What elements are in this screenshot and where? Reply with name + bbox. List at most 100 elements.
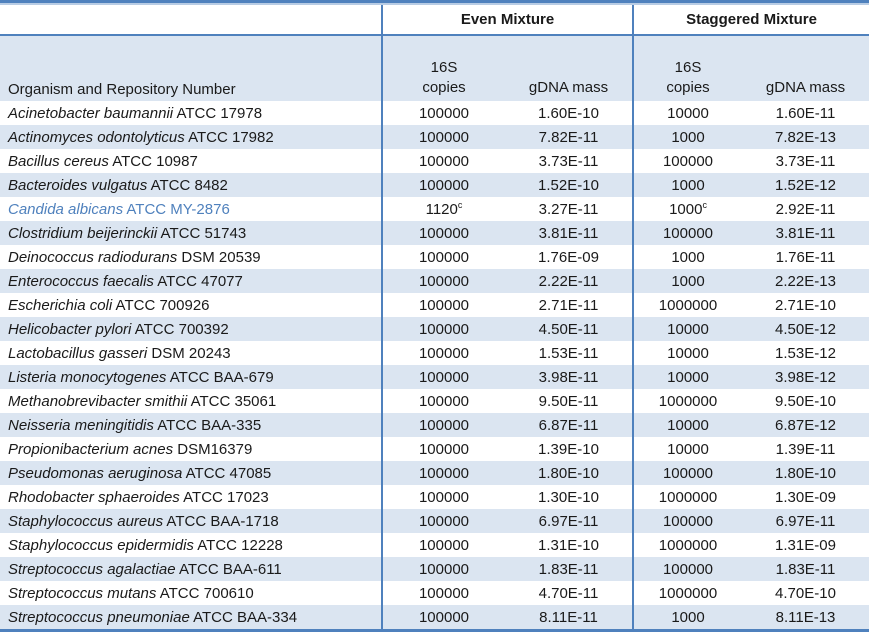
organism-name: Staphylococcus epidermidis [8, 536, 194, 554]
even-gdna-mass-cell: 1.53E-11 [505, 341, 633, 365]
staggered-16s-copies-cell: 10000 [632, 101, 742, 125]
organism-cell: Streptococcus pneumoniae ATCC BAA-334 [0, 605, 382, 629]
even-gdna-mass-cell: 4.50E-11 [505, 317, 633, 341]
even-gdna-mass-cell: 1.30E-10 [505, 485, 633, 509]
organism-cell: Enterococcus faecalis ATCC 47077 [0, 269, 382, 293]
staggered-gdna-mass-cell: 6.87E-12 [742, 413, 869, 437]
staggered-16s-copies-cell: 1000000 [632, 533, 742, 557]
staggered-gdna-mass-cell: 1.83E-11 [742, 557, 869, 581]
organism-name: Pseudomonas aeruginosa [8, 464, 183, 482]
organism-name: Streptococcus mutans [8, 584, 157, 602]
repository-number: ATCC 17023 [179, 488, 269, 506]
even-16s-copies-cell: 100000 [381, 149, 505, 173]
even-16s-copies-cell: 100000 [381, 341, 505, 365]
repository-number: ATCC BAA-679 [166, 368, 274, 386]
footnote-marker: c [457, 199, 463, 210]
repository-number: ATCC 51743 [157, 224, 247, 242]
even-gdna-mass-cell: 7.82E-11 [505, 125, 633, 149]
repository-number: ATCC 8482 [147, 176, 228, 194]
even-16s-copies-cell: 100000 [381, 221, 505, 245]
even-16s-copies-cell: 100000 [381, 389, 505, 413]
staggered-gdna-mass-cell: 1.31E-09 [742, 533, 869, 557]
staggered-gdna-mass-cell: 3.98E-12 [742, 365, 869, 389]
even-gdna-mass-cell: 1.80E-10 [505, 461, 633, 485]
even-16s-copies-cell: 100000 [381, 509, 505, 533]
repository-number: ATCC 12228 [193, 536, 283, 554]
repository-number: DSM 20243 [147, 344, 231, 362]
even-16s-copies-header: 16S copies [381, 35, 505, 101]
staggered-16s-copies-cell: 10000 [632, 341, 742, 365]
table-row: Helicobacter pylori ATCC 700392 100000 4.5… [0, 317, 869, 341]
even-gdna-mass-cell: 3.73E-11 [505, 149, 633, 173]
even-16s-label: 16S [430, 59, 458, 76]
staggered-16s-copies-cell: 10000 [632, 365, 742, 389]
organism-cell: Neisseria meningitidis ATCC BAA-335 [0, 413, 382, 437]
repository-number: ATCC 17982 [184, 128, 274, 146]
staggered-16s-copies-cell: 1000 [632, 605, 742, 629]
even-gdna-mass-cell: 6.87E-11 [505, 413, 633, 437]
staggered-16s-copies-cell: 100000 [632, 461, 742, 485]
even-16s-copies-cell: 100000 [381, 437, 505, 461]
even-16s-copies-cell: 100000 [381, 173, 505, 197]
staggered-16s-copies-cell: 1000 [632, 173, 742, 197]
staggered-gdna-mass-cell: 2.71E-10 [742, 293, 869, 317]
table-row: Rhodobacter sphaeroides ATCC 17023 100000… [0, 485, 869, 509]
repository-number: ATCC 700392 [131, 320, 229, 338]
even-gdna-mass-cell: 1.52E-10 [505, 173, 633, 197]
repository-number: ATCC 10987 [108, 152, 198, 170]
organism-name: Enterococcus faecalis [8, 272, 154, 290]
repository-number: ATCC BAA-334 [189, 608, 298, 626]
organism-cell: Helicobacter pylori ATCC 700392 [0, 317, 382, 341]
table-row: Streptococcus pneumoniae ATCC BAA-334 100… [0, 605, 869, 629]
even-gdna-mass-cell: 1.76E-09 [505, 245, 633, 269]
footnote-marker: c [702, 199, 707, 210]
staggered-gdna-mass-cell: 4.70E-10 [742, 581, 869, 605]
organism-cell: Pseudomonas aeruginosa ATCC 47085 [0, 461, 382, 485]
group-header-row: Even Mixture Staggered Mixture [0, 5, 869, 36]
staggered-gdna-mass-cell: 6.97E-11 [742, 509, 869, 533]
table-row: Candida albicans ATCC MY-2876 1120c 3.27E-… [0, 197, 869, 221]
organism-name: Bacillus cereus [8, 152, 109, 170]
organism-name: Neisseria meningitidis [8, 416, 154, 434]
organism-cell: Rhodobacter sphaeroides ATCC 17023 [0, 485, 382, 509]
table-top-rule-shadow [0, 3, 869, 5]
staggered-gdna-mass-cell: 4.50E-12 [742, 317, 869, 341]
even-16s-copies-cell: 100000 [381, 413, 505, 437]
even-gdna-mass-cell: 4.70E-11 [505, 581, 633, 605]
staggered-gdna-mass-cell: 2.92E-11 [742, 197, 869, 221]
even-gdna-mass-cell: 2.71E-11 [505, 293, 633, 317]
table-row: Actinomyces odontolyticus ATCC 17982 1000… [0, 125, 869, 149]
organism-name: Staphylococcus aureus [8, 512, 164, 530]
organism-name: Listeria monocytogenes [8, 368, 167, 386]
even-16s-copies-cell: 100000 [381, 293, 505, 317]
staggered-16s-copies-cell: 10000 [632, 317, 742, 341]
table-header: Even Mixture Staggered Mixture Organism … [0, 5, 869, 101]
organism-cell: Actinomyces odontolyticus ATCC 17982 [0, 125, 382, 149]
organism-cell: Acinetobacter baumannii ATCC 17978 [0, 101, 382, 125]
even-16s-copies-cell: 100000 [381, 245, 505, 269]
even-16s-copies-cell: 100000 [381, 125, 505, 149]
table-row: Neisseria meningitidis ATCC BAA-335 10000… [0, 413, 869, 437]
table-row: Escherichia coli ATCC 700926 100000 2.71E-… [0, 293, 869, 317]
staggered-gdna-mass-cell: 2.22E-13 [742, 269, 869, 293]
table-row: Clostridium beijerinckii ATCC 51743 10000… [0, 221, 869, 245]
even-gdna-mass-cell: 3.98E-11 [505, 365, 633, 389]
organism-cell: Staphylococcus aureus ATCC BAA-1718 [0, 509, 382, 533]
staggered-gdna-mass-cell: 7.82E-13 [742, 125, 869, 149]
staggered-16s-copies-cell: 1000 [632, 125, 742, 149]
even-mixture-group-header: Even Mixture [381, 5, 633, 36]
repository-number: ATCC 47085 [182, 464, 272, 482]
table-top-rule [0, 0, 869, 3]
even-gdna-mass-cell: 3.27E-11 [505, 197, 633, 221]
organism-cell: Streptococcus agalactiae ATCC BAA-611 [0, 557, 382, 581]
staggered-16s-label: 16S [674, 59, 702, 76]
staggered-16s-copies-cell: 1000 [632, 269, 742, 293]
organism-name: Helicobacter pylori [8, 320, 132, 338]
even-16s-copies-cell: 100000 [381, 101, 505, 125]
staggered-16s-copies-cell: 1000 [632, 245, 742, 269]
organism-cell: Bacillus cereus ATCC 10987 [0, 149, 382, 173]
staggered-16s-copies-header: 16S copies [632, 35, 742, 101]
staggered-16s-copies-cell: 100000 [632, 509, 742, 533]
organism-name: Escherichia coli [8, 296, 113, 314]
corner-cell [0, 5, 382, 36]
